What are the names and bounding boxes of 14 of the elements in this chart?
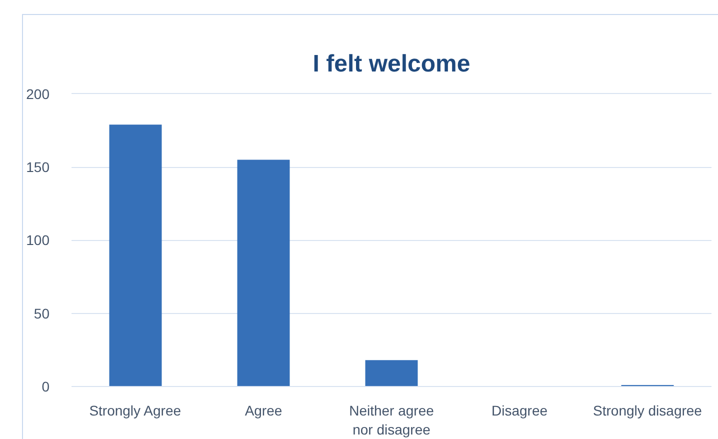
x-tick-label: Strongly Agree (89, 402, 182, 418)
y-tick-label: 200 (26, 86, 50, 102)
y-tick-label: 50 (34, 305, 50, 322)
y-tick-label: 100 (26, 232, 50, 248)
chart-title: I felt welcome (312, 50, 470, 78)
x-tick-label: Disagree (491, 402, 548, 418)
bar (109, 124, 162, 386)
x-tick-label: Neither agree nor disagree (349, 402, 434, 438)
y-tick-label: 0 (42, 378, 50, 394)
x-tick-label: Agree (244, 402, 282, 418)
x-tick-label: Strongly disagree (593, 402, 702, 418)
bar (365, 360, 418, 386)
y-tick-label: 150 (26, 159, 50, 176)
bar (237, 160, 290, 386)
